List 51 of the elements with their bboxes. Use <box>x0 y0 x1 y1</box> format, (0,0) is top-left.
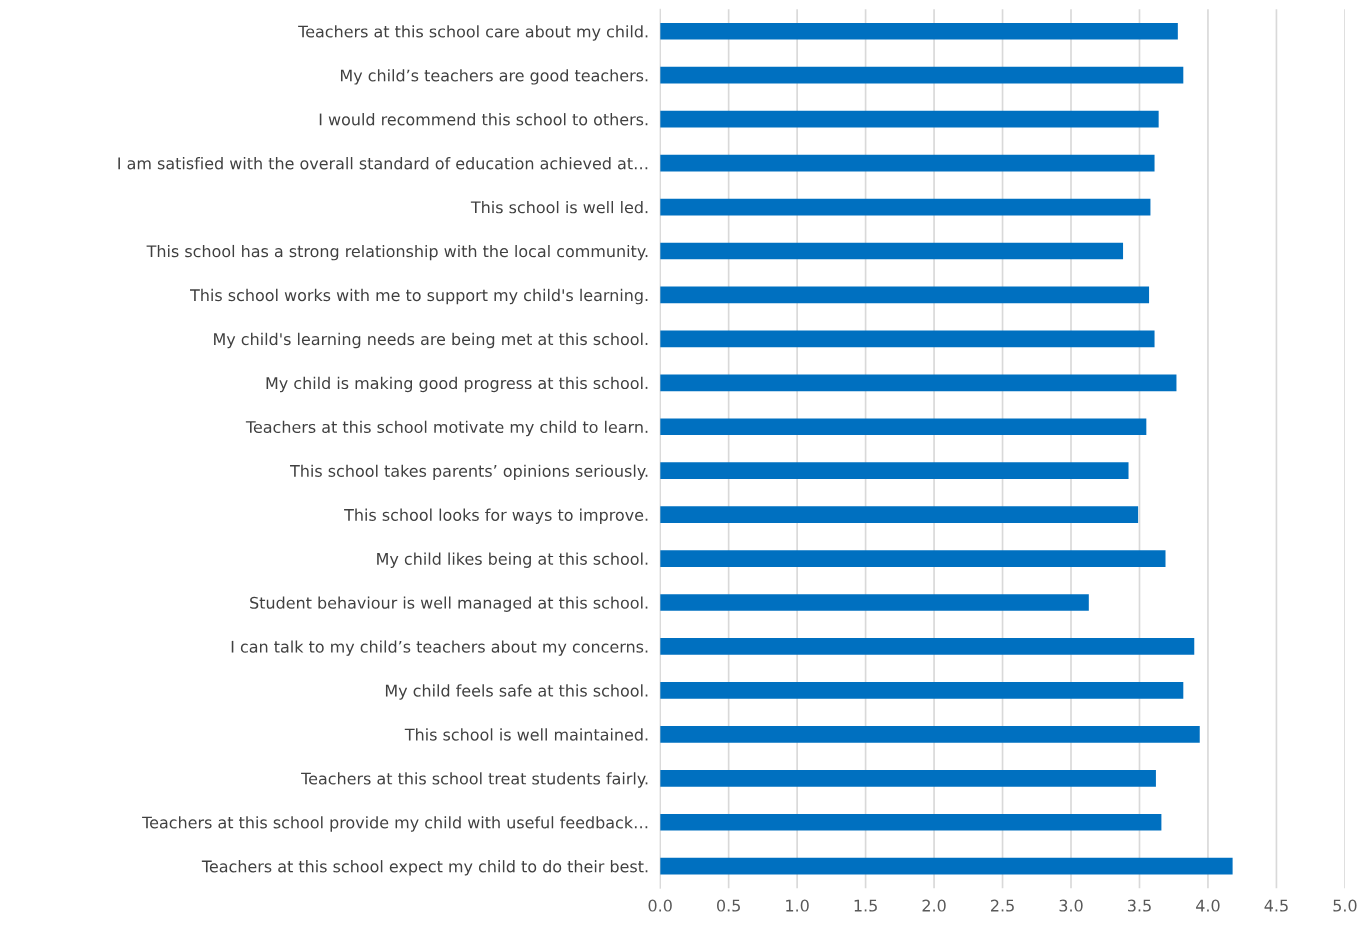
y-tick-label: My child’s teachers are good teachers. <box>340 69 648 85</box>
y-tick-label: I would recommend this school to others. <box>319 113 648 126</box>
bar <box>660 374 1177 392</box>
x-tick-label: 1.0 <box>786 899 809 912</box>
bar <box>660 594 1089 611</box>
y-tick-label: This school has a strong relationship with the local community. <box>146 244 648 261</box>
y-tick-label: This school works with me to support my child's learning. <box>190 288 648 305</box>
x-tick-label: 1.5 <box>854 899 877 912</box>
bar <box>660 198 1151 216</box>
bar <box>660 462 1129 480</box>
y-tick-label: This school is well maintained. <box>404 728 648 741</box>
bar <box>660 726 1200 743</box>
x-tick-label: 2.5 <box>991 899 1014 912</box>
bar <box>660 22 1178 40</box>
y-tick-label: Teachers at this school care about my child. <box>298 25 648 41</box>
y-tick-label: I can talk to my child’s teachers about my concerns. <box>231 640 648 656</box>
y-tick-label: This school is well led. <box>470 200 648 214</box>
x-tick-label: 4.5 <box>1264 899 1288 912</box>
bar <box>660 506 1139 523</box>
bar <box>660 330 1155 348</box>
bar <box>660 242 1124 260</box>
bar <box>660 769 1156 787</box>
y-tick-label: This school looks for ways to improve. <box>344 508 648 525</box>
bar <box>660 154 1155 172</box>
x-tick-label: 4.0 <box>1196 899 1220 912</box>
y-tick-label: My child is making good progress at this school. <box>266 376 648 393</box>
x-tick-label: 0.5 <box>717 899 740 912</box>
x-tick-label: 5.0 <box>1333 899 1357 912</box>
y-tick-label: Teachers at this school motivate my child to learn. <box>245 420 648 437</box>
bar <box>660 857 1233 875</box>
y-tick-label: My child likes being at this school. <box>377 552 648 568</box>
y-tick-label: Teachers at this school treat students fairly. <box>301 772 648 788</box>
x-tick-label: 0.0 <box>648 899 672 912</box>
bar <box>660 110 1159 128</box>
y-tick-label: This school takes parents’ opinions seriously. <box>290 464 648 481</box>
bar <box>660 638 1195 655</box>
bar <box>660 550 1166 567</box>
bar <box>660 813 1162 831</box>
y-tick-label: Teachers at this school provide my child with useful feedback… <box>142 816 648 832</box>
x-tick-label: 3.5 <box>1128 899 1151 912</box>
x-tick-label: 3.0 <box>1059 899 1083 912</box>
x-tick-label: 2.0 <box>922 899 946 912</box>
bar <box>660 682 1184 699</box>
bar <box>660 286 1150 304</box>
y-tick-label: Student behaviour is well managed at this school. <box>250 596 648 612</box>
bar <box>660 66 1184 84</box>
y-tick-label: Teachers at this school expect my child to do their best. <box>201 860 648 876</box>
y-tick-label: My child's learning needs are being met at this school. <box>214 332 648 349</box>
y-tick-label: I am satisfied with the overall standard of education achieved at… <box>118 157 648 170</box>
y-tick-label: My child feels safe at this school. <box>385 684 648 700</box>
bar <box>660 418 1147 436</box>
